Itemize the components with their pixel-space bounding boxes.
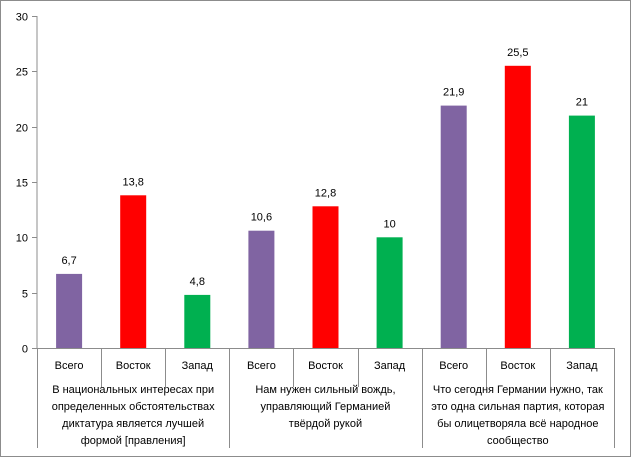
x-category-label: Восток [116,360,151,372]
x-group-label-line: твёрдой рукой [288,418,363,430]
bar [440,105,467,348]
bar [504,65,531,349]
x-category-label: Восток [308,360,343,372]
bar [56,273,83,348]
y-tick-label: 25 [16,67,28,79]
x-group-label: Нам нужен сильный вождь, управляющий Герм… [229,382,421,433]
data-label: 4,8 [190,276,205,288]
bar [376,237,403,348]
x-category-label: Запад [182,360,214,372]
x-group-label: В национальных интересах при определенных… [37,382,229,450]
x-group-label-line: сообщество [487,435,549,447]
y-tick-label: 5 [22,289,28,301]
x-group-label-line: В национальных интересах при [52,384,215,396]
x-group-label-line: определенных обстоятельствах [51,401,215,413]
x-group-label-line: Нам нужен сильный вождь, [255,384,396,396]
x-category-label: Всего [247,360,276,372]
bar [120,195,147,348]
data-label: 10,6 [251,212,272,224]
y-tick-label: 10 [16,233,28,245]
x-group-label-line: бы олицетворяла всё народное [437,418,599,430]
y-tick-label: 0 [22,344,28,356]
data-label: 21,9 [443,87,464,99]
y-tick-label: 30 [16,12,28,24]
bar [184,294,211,348]
x-group-label-line: формой [правления] [80,435,186,447]
x-category-label: Запад [566,360,598,372]
bar [568,115,595,348]
data-label: 12,8 [315,187,336,199]
data-label: 10 [383,218,395,230]
data-label: 25,5 [507,47,528,59]
x-category-label: Всего [55,360,84,372]
x-category-label: Запад [374,360,406,372]
bar [248,230,275,348]
x-group-label-line: диктатура является лучшей [62,418,205,430]
y-tick-label: 15 [16,178,28,190]
x-group-label-line: это одна сильная партия, которая [431,401,605,413]
bar [312,206,339,348]
data-label: 13,8 [122,176,143,188]
y-tick-label: 20 [16,123,28,135]
x-category-label: Восток [500,360,535,372]
data-label: 21 [576,97,588,109]
x-group-label-line: управляющий Германией [260,401,391,413]
x-group-label: Что сегодня Германии нужно, так это одна … [422,382,614,450]
x-category-label: Всего [439,360,468,372]
x-group-label-line: Что сегодня Германии нужно, так [432,384,603,396]
data-label: 6,7 [61,255,76,267]
